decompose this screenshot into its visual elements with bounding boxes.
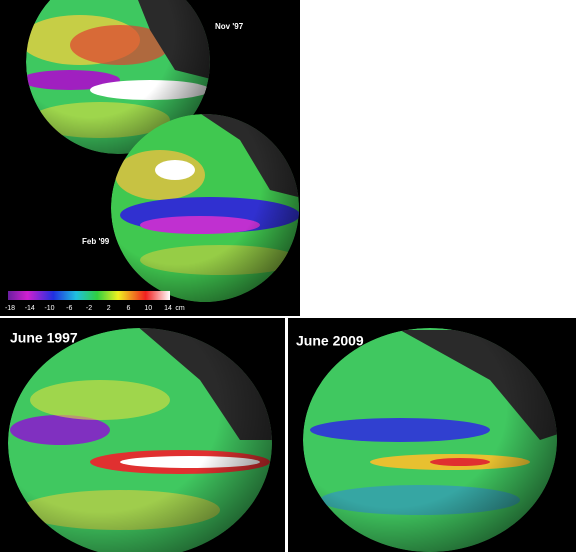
colorbar-tick-label: 14 (164, 305, 172, 312)
colorbar-tick-label: -14 (25, 305, 35, 312)
colorbar-tick-label: -2 (86, 305, 92, 312)
globe-label: Feb '99 (82, 237, 110, 246)
colorbar-tick-label: -10 (44, 305, 54, 312)
panel-label: June 2009 (296, 333, 364, 349)
colorbar-tick-label: 10 (144, 305, 152, 312)
globe-label: Nov '97 (215, 22, 244, 31)
colorbar-unit: cm (175, 305, 185, 312)
colorbar-tick-label: -18 (5, 305, 15, 312)
globe-june2009 (303, 328, 557, 552)
panel-label: June 1997 (10, 330, 78, 346)
colorbar-tick-label: 6 (127, 305, 131, 312)
colorbar-tick-label: 2 (107, 305, 111, 312)
colorbar-tick-label: -6 (66, 305, 72, 312)
colorbar (8, 291, 170, 300)
